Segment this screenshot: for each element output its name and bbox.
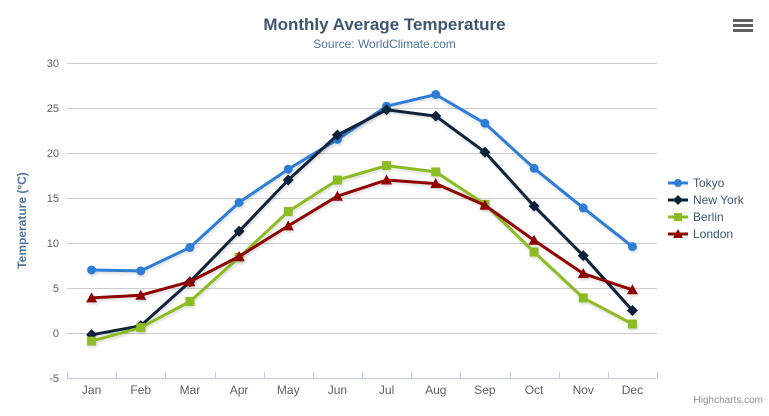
triangle-up-marker-icon [668,228,688,238]
svg-text:Dec: Dec [622,383,643,397]
legend-label: Tokyo [693,175,725,190]
svg-text:Mar: Mar [180,383,201,397]
legend-label: London [693,226,734,241]
svg-text:Nov: Nov [573,383,594,397]
circle-marker-icon [668,178,688,187]
x-axis [67,372,658,379]
chart-title: Monthly Average Temperature [263,15,506,34]
hamburger-icon [733,18,753,32]
svg-text:Apr: Apr [230,383,249,397]
svg-text:5: 5 [53,283,59,295]
svg-text:10: 10 [47,238,59,250]
legend-item-tokyo[interactable]: Tokyo [668,174,744,191]
svg-text:Oct: Oct [525,383,544,397]
series-new-york[interactable] [86,104,638,341]
svg-text:0: 0 [53,328,59,340]
svg-text:May: May [277,383,300,397]
grid-lines [67,63,657,379]
x-axis-labels: Jan Feb Mar Apr May Jun Jul Aug Sep Oct Nov Dec [82,383,643,397]
svg-text:Feb: Feb [130,383,151,397]
legend-item-new-york[interactable]: New York [668,191,744,208]
svg-text:20: 20 [47,148,59,160]
legend-label: Berlin [693,209,724,224]
legend: Tokyo New York Berlin London [668,174,744,242]
svg-text:Jan: Jan [82,383,101,397]
legend-item-london[interactable]: London [668,225,744,242]
series-berlin[interactable] [87,161,637,346]
svg-text:15: 15 [47,193,59,205]
svg-text:Jul: Jul [379,383,394,397]
svg-text:25: 25 [47,103,59,115]
square-marker-icon [668,212,688,221]
credits-link[interactable]: Highcharts.com [693,395,763,406]
series-tokyo[interactable] [87,90,637,276]
diamond-marker-icon [668,194,688,205]
chart-subtitle: Source: WorldClimate.com [313,37,456,51]
legend-label: New York [693,192,744,207]
svg-text:30: 30 [47,58,59,70]
y-axis-labels: -5 0 5 10 15 20 25 30 [47,58,59,385]
context-menu-button[interactable] [732,17,754,33]
legend-item-berlin[interactable]: Berlin [668,208,744,225]
svg-text:Jun: Jun [328,383,347,397]
svg-text:Aug: Aug [425,383,446,397]
y-axis-title: Temperature (°C) [15,172,29,269]
svg-text:-5: -5 [49,373,59,385]
svg-text:Sep: Sep [474,383,496,397]
series-london[interactable] [86,174,638,303]
